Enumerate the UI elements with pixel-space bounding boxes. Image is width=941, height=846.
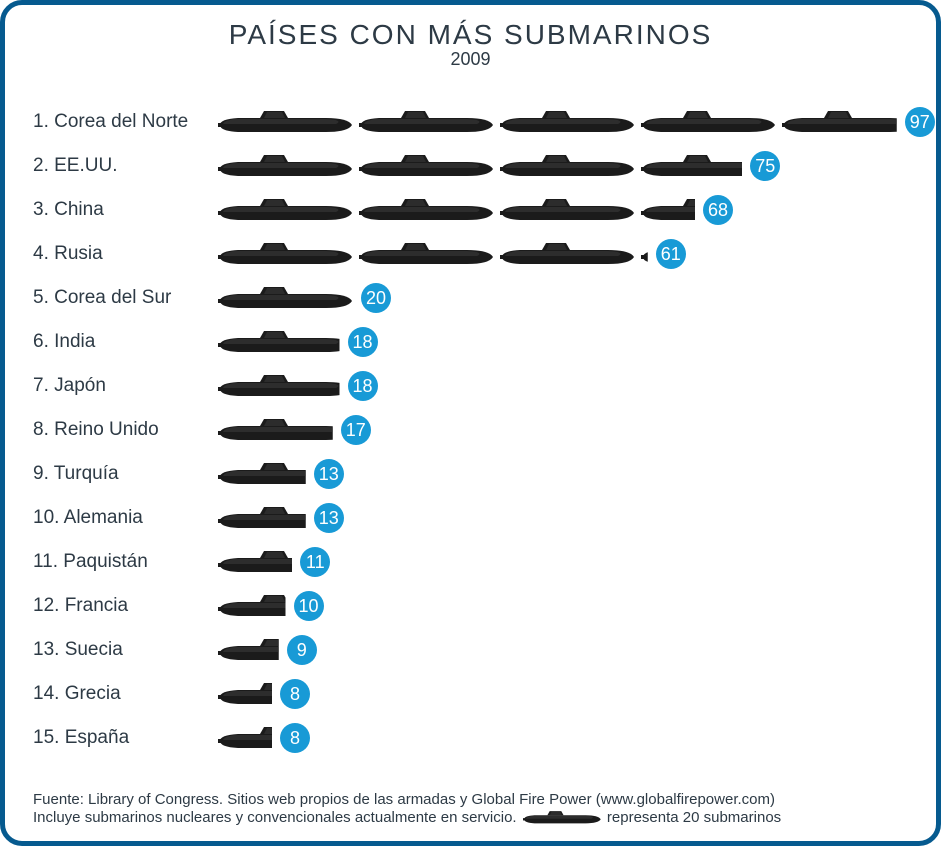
submarine-icon — [218, 329, 340, 355]
row-pictograms: 18 — [218, 371, 908, 401]
submarine-icon — [500, 153, 635, 179]
value-badge: 9 — [287, 635, 317, 665]
submarine-icon — [218, 681, 272, 707]
value-badge: 13 — [314, 459, 344, 489]
submarine-icon — [218, 373, 340, 399]
submarine-icon — [218, 549, 292, 575]
submarine-icon — [218, 461, 306, 487]
row-label: 14. Grecia — [33, 683, 218, 705]
chart-rows: 1. Corea del Norte 972. EE.UU. 753. Chin… — [33, 100, 908, 760]
row-label: 10. Alemania — [33, 507, 218, 529]
value-badge: 18 — [348, 371, 378, 401]
row-pictograms: 11 — [218, 547, 908, 577]
submarine-icon — [359, 109, 494, 135]
chart-row: 14. Grecia 8 — [33, 672, 908, 716]
row-pictograms: 75 — [218, 151, 908, 181]
chart-row: 15. España 8 — [33, 716, 908, 760]
row-label: 4. Rusia — [33, 243, 218, 265]
row-pictograms: 13 — [218, 503, 908, 533]
submarine-icon — [500, 109, 635, 135]
value-badge: 75 — [750, 151, 780, 181]
submarine-icon — [218, 725, 272, 751]
chart-row: 3. China 68 — [33, 188, 908, 232]
row-label: 7. Japón — [33, 375, 218, 397]
legend-submarine-icon — [523, 810, 601, 825]
chart-row: 10. Alemania 13 — [33, 496, 908, 540]
chart-row: 4. Rusia 61 — [33, 232, 908, 276]
submarine-icon — [641, 197, 695, 223]
footer-note-a: Incluye submarinos nucleares y convencio… — [33, 809, 517, 827]
row-pictograms: 18 — [218, 327, 908, 357]
value-badge: 97 — [905, 107, 935, 137]
submarine-icon — [782, 109, 897, 135]
submarine-icon — [218, 109, 353, 135]
row-label: 6. India — [33, 331, 218, 353]
row-label: 8. Reino Unido — [33, 419, 218, 441]
row-pictograms: 68 — [218, 195, 908, 225]
chart-row: 12. Francia 10 — [33, 584, 908, 628]
row-pictograms: 61 — [218, 239, 908, 269]
row-pictograms: 13 — [218, 459, 908, 489]
submarine-icon — [218, 285, 353, 311]
submarine-icon — [218, 637, 279, 663]
value-badge: 11 — [300, 547, 330, 577]
submarine-icon — [641, 109, 776, 135]
row-label: 12. Francia — [33, 595, 218, 617]
value-badge: 61 — [656, 239, 686, 269]
chart-row: 11. Paquistán 11 — [33, 540, 908, 584]
row-pictograms: 8 — [218, 723, 908, 753]
chart-row: 8. Reino Unido 17 — [33, 408, 908, 452]
chart-footer: Fuente: Library of Congress. Sitios web … — [33, 791, 908, 827]
submarine-icon — [218, 593, 286, 619]
value-badge: 8 — [280, 679, 310, 709]
value-badge: 20 — [361, 283, 391, 313]
row-label: 11. Paquistán — [33, 551, 218, 573]
chart-row: 13. Suecia 9 — [33, 628, 908, 672]
chart-row: 6. India 18 — [33, 320, 908, 364]
chart-row: 5. Corea del Sur 20 — [33, 276, 908, 320]
submarine-icon — [500, 241, 635, 267]
submarine-icon — [641, 153, 742, 179]
value-badge: 18 — [348, 327, 378, 357]
value-badge: 13 — [314, 503, 344, 533]
row-label: 3. China — [33, 199, 218, 221]
chart-row: 1. Corea del Norte 97 — [33, 100, 908, 144]
footer-note-b: representa 20 submarinos — [607, 809, 781, 827]
submarine-icon — [641, 241, 648, 267]
row-pictograms: 8 — [218, 679, 908, 709]
row-label: 13. Suecia — [33, 639, 218, 661]
row-label: 15. España — [33, 727, 218, 749]
submarine-icon — [218, 197, 353, 223]
value-badge: 68 — [703, 195, 733, 225]
chart-frame: PAÍSES CON MÁS SUBMARINOS 2009 1. Corea … — [0, 0, 941, 846]
chart-title: PAÍSES CON MÁS SUBMARINOS — [33, 19, 908, 51]
value-badge: 10 — [294, 591, 324, 621]
row-label: 1. Corea del Norte — [33, 111, 218, 133]
row-label: 5. Corea del Sur — [33, 287, 218, 309]
submarine-icon — [359, 197, 494, 223]
footer-source: Fuente: Library of Congress. Sitios web … — [33, 791, 908, 809]
row-pictograms: 20 — [218, 283, 908, 313]
chart-subtitle: 2009 — [33, 49, 908, 70]
value-badge: 8 — [280, 723, 310, 753]
row-pictograms: 10 — [218, 591, 908, 621]
submarine-icon — [218, 153, 353, 179]
submarine-icon — [218, 505, 306, 531]
chart-row: 7. Japón 18 — [33, 364, 908, 408]
chart-row: 9. Turquía 13 — [33, 452, 908, 496]
submarine-icon — [359, 241, 494, 267]
submarine-icon — [500, 197, 635, 223]
submarine-icon — [218, 241, 353, 267]
submarine-icon — [218, 417, 333, 443]
row-pictograms: 17 — [218, 415, 908, 445]
row-label: 9. Turquía — [33, 463, 218, 485]
value-badge: 17 — [341, 415, 371, 445]
submarine-icon — [359, 153, 494, 179]
row-pictograms: 97 — [218, 107, 935, 137]
row-pictograms: 9 — [218, 635, 908, 665]
chart-row: 2. EE.UU. 75 — [33, 144, 908, 188]
row-label: 2. EE.UU. — [33, 155, 218, 177]
